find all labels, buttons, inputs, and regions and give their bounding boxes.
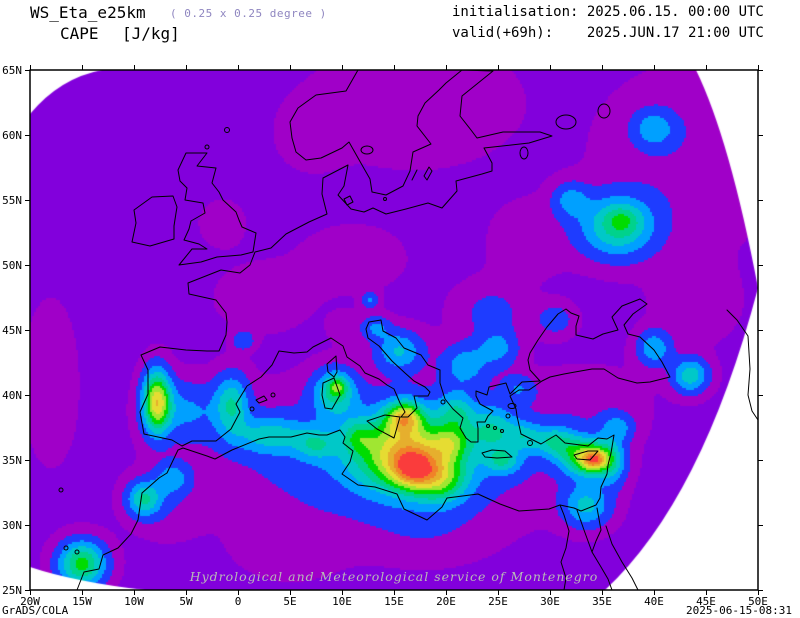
lat-tick-mark: [758, 264, 763, 266]
lon-tick-mark: [81, 590, 83, 595]
lat-tick-mark: [758, 134, 763, 136]
lat-tick-mark: [25, 394, 30, 396]
valid-time-line: valid(+69h): 2025.JUN.17 21:00 UTC: [452, 25, 764, 41]
lat-tick-label: 50N: [2, 259, 22, 272]
lat-tick-mark: [758, 199, 763, 201]
lon-tick-mark: [185, 65, 187, 70]
lat-tick-mark: [758, 69, 763, 71]
lat-tick-label: 30N: [2, 519, 22, 532]
parameter-label: CAPE: [60, 24, 99, 43]
lat-tick-mark: [25, 134, 30, 136]
lon-tick-mark: [237, 590, 239, 595]
cape-field-canvas: [30, 70, 758, 590]
lon-tick-mark: [653, 590, 655, 595]
lon-tick-mark: [237, 65, 239, 70]
lat-tick-mark: [25, 264, 30, 266]
initialisation-line: initialisation: 2025.06.15. 00:00 UTC: [452, 4, 764, 20]
lon-tick-label: 35E: [592, 595, 612, 608]
lon-tick-mark: [133, 590, 135, 595]
lat-tick-mark: [758, 459, 763, 461]
lon-tick-mark: [393, 590, 395, 595]
lon-tick-label: 40E: [644, 595, 664, 608]
watermark-text: Hydrological and Meteorological service …: [189, 569, 599, 584]
lon-tick-mark: [341, 65, 343, 70]
lat-tick-mark: [758, 524, 763, 526]
lat-tick-mark: [25, 199, 30, 201]
model-name: WS_Eta_e25km: [30, 3, 146, 22]
lon-tick-label: 30E: [540, 595, 560, 608]
lon-tick-label: 15W: [72, 595, 92, 608]
lat-tick-label: 25N: [2, 584, 22, 597]
lon-tick-mark: [497, 65, 499, 70]
lat-tick-mark: [25, 589, 30, 591]
lat-tick-mark: [758, 394, 763, 396]
lat-tick-mark: [25, 524, 30, 526]
lon-tick-mark: [289, 590, 291, 595]
lon-tick-mark: [29, 65, 31, 70]
lon-tick-mark: [757, 590, 759, 595]
lon-tick-label: 0: [234, 595, 242, 608]
lon-tick-mark: [497, 590, 499, 595]
lon-tick-mark: [341, 590, 343, 595]
lon-tick-label: 50E: [748, 595, 768, 608]
lat-tick-label: 60N: [2, 129, 22, 142]
lon-tick-label: 15E: [384, 595, 404, 608]
lon-tick-label: 45E: [696, 595, 716, 608]
lon-tick-mark: [601, 590, 603, 595]
lon-tick-mark: [705, 590, 707, 595]
lat-tick-label: 65N: [2, 64, 22, 77]
lon-tick-label: 5W: [179, 595, 193, 608]
lat-tick-label: 35N: [2, 454, 22, 467]
lat-tick-mark: [25, 69, 30, 71]
lon-tick-label: 20W: [20, 595, 40, 608]
units-label: [J/kg]: [122, 24, 180, 43]
lat-tick-label: 40N: [2, 389, 22, 402]
lon-tick-label: 20E: [436, 595, 456, 608]
lat-tick-label: 45N: [2, 324, 22, 337]
lon-tick-mark: [549, 65, 551, 70]
lon-tick-mark: [185, 590, 187, 595]
lon-tick-label: 25E: [488, 595, 508, 608]
lon-tick-mark: [653, 65, 655, 70]
lon-tick-label: 10W: [124, 595, 144, 608]
lon-tick-mark: [549, 590, 551, 595]
lon-tick-mark: [289, 65, 291, 70]
lon-tick-label: 5E: [283, 595, 297, 608]
lon-tick-label: 10E: [332, 595, 352, 608]
resolution-note: ( 0.25 x 0.25 degree ): [170, 7, 327, 20]
lon-tick-mark: [757, 65, 759, 70]
lon-tick-mark: [29, 590, 31, 595]
lon-tick-mark: [601, 65, 603, 70]
lon-tick-mark: [705, 65, 707, 70]
lon-tick-mark: [393, 65, 395, 70]
lon-tick-mark: [81, 65, 83, 70]
lat-tick-mark: [758, 589, 763, 591]
lat-tick-label: 55N: [2, 194, 22, 207]
lon-tick-mark: [445, 590, 447, 595]
lat-tick-mark: [25, 459, 30, 461]
lat-tick-mark: [25, 329, 30, 331]
grads-credit: GrADS/COLA: [2, 604, 69, 617]
lon-tick-mark: [133, 65, 135, 70]
creation-timestamp: 2025-06-15-08:31: [686, 604, 792, 617]
lon-tick-mark: [445, 65, 447, 70]
lat-tick-mark: [758, 329, 763, 331]
